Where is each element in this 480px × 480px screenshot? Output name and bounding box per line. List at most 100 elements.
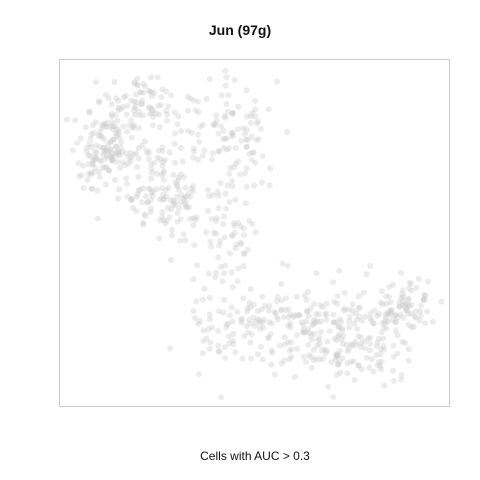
- scatter-point: [116, 186, 123, 193]
- scatter-point: [133, 193, 140, 200]
- scatter-point: [216, 308, 222, 315]
- scatter-point: [241, 251, 248, 257]
- scatter-point: [93, 154, 99, 161]
- scatter-point: [374, 362, 381, 369]
- scatter-point: [232, 145, 239, 152]
- scatter-point: [126, 122, 133, 129]
- scatter-point: [97, 132, 104, 139]
- scatter-point: [424, 308, 431, 315]
- scatter-point: [163, 217, 170, 224]
- scatter-point: [135, 145, 142, 151]
- scatter-point: [405, 321, 412, 328]
- scatter-point: [114, 133, 120, 140]
- scatter-point: [249, 109, 256, 116]
- scatter-point: [322, 310, 329, 317]
- scatter-point: [162, 156, 168, 163]
- scatter-point: [249, 157, 255, 163]
- scatter-point: [315, 337, 322, 344]
- scatter-point: [92, 148, 99, 155]
- scatter-point: [99, 164, 106, 171]
- scatter-point: [290, 314, 297, 321]
- scatter-point: [223, 146, 230, 153]
- scatter-point: [175, 186, 182, 193]
- scatter-point: [157, 156, 163, 163]
- scatter-point: [240, 263, 247, 270]
- scatter-point: [252, 160, 259, 166]
- scatter-point: [146, 110, 153, 117]
- scatter-point: [120, 94, 127, 101]
- scatter-point: [349, 301, 356, 308]
- scatter-point: [286, 356, 293, 363]
- scatter-point: [124, 103, 131, 109]
- scatter-point: [191, 242, 198, 249]
- scatter-point: [229, 110, 236, 117]
- scatter-point: [132, 111, 138, 118]
- scatter-point: [308, 354, 315, 360]
- scatter-point: [335, 323, 342, 330]
- scatter-point: [199, 350, 206, 357]
- scatter-point: [351, 320, 358, 327]
- scatter-point: [130, 205, 136, 212]
- scatter-point: [146, 87, 152, 94]
- scatter-point: [87, 152, 93, 159]
- scatter-point: [153, 186, 160, 193]
- scatter-point: [301, 292, 308, 299]
- scatter-point: [159, 148, 166, 154]
- scatter-point: [243, 126, 250, 133]
- scatter-point: [89, 161, 96, 168]
- scatter-point: [287, 311, 294, 318]
- scatter-point: [248, 355, 255, 362]
- scatter-point: [111, 79, 118, 85]
- scatter-point: [257, 125, 264, 132]
- scatter-point: [355, 362, 362, 369]
- scatter-point: [404, 307, 411, 314]
- scatter-point: [334, 352, 341, 359]
- scatter-point: [345, 345, 352, 352]
- scatter-point: [127, 149, 134, 156]
- scatter-point: [139, 199, 146, 206]
- scatter-point: [165, 184, 172, 191]
- scatter-point: [250, 149, 257, 156]
- scatter-point: [226, 199, 233, 205]
- scatter-point: [176, 204, 183, 211]
- scatter-point: [188, 185, 195, 192]
- scatter-point: [135, 108, 142, 115]
- scatter-point: [251, 323, 258, 330]
- scatter-point: [288, 353, 295, 360]
- scatter-point: [394, 350, 401, 357]
- scatter-point: [284, 262, 291, 269]
- scatter-point: [97, 144, 104, 150]
- scatter-point: [244, 113, 251, 120]
- scatter-point: [400, 314, 407, 321]
- scatter-point: [266, 303, 273, 309]
- scatter-point: [188, 129, 195, 136]
- scatter-point: [360, 289, 367, 296]
- scatter-point: [102, 181, 109, 188]
- scatter-point: [305, 312, 312, 319]
- scatter-point: [159, 213, 165, 220]
- scatter-point: [159, 209, 166, 215]
- scatter-point: [175, 174, 182, 181]
- scatter-point: [267, 331, 274, 338]
- scatter-point: [205, 208, 211, 215]
- scatter-point: [416, 317, 423, 324]
- scatter-point: [265, 334, 272, 341]
- scatter-point: [86, 140, 93, 147]
- scatter-point: [133, 99, 140, 106]
- scatter-point: [229, 129, 236, 136]
- scatter-point: [399, 287, 406, 294]
- scatter-point: [223, 135, 230, 142]
- scatter-point: [247, 320, 253, 327]
- scatter-point: [103, 92, 109, 98]
- scatter-point: [217, 180, 224, 187]
- scatter-point: [320, 355, 326, 362]
- scatter-point: [112, 130, 119, 137]
- scatter-point: [140, 81, 147, 88]
- scatter-point: [101, 144, 108, 151]
- scatter-point: [193, 298, 200, 305]
- scatter-point: [422, 292, 429, 299]
- scatter-point: [185, 107, 192, 114]
- scatter-point: [145, 185, 152, 192]
- scatter-point: [269, 349, 276, 356]
- scatter-point: [280, 314, 287, 321]
